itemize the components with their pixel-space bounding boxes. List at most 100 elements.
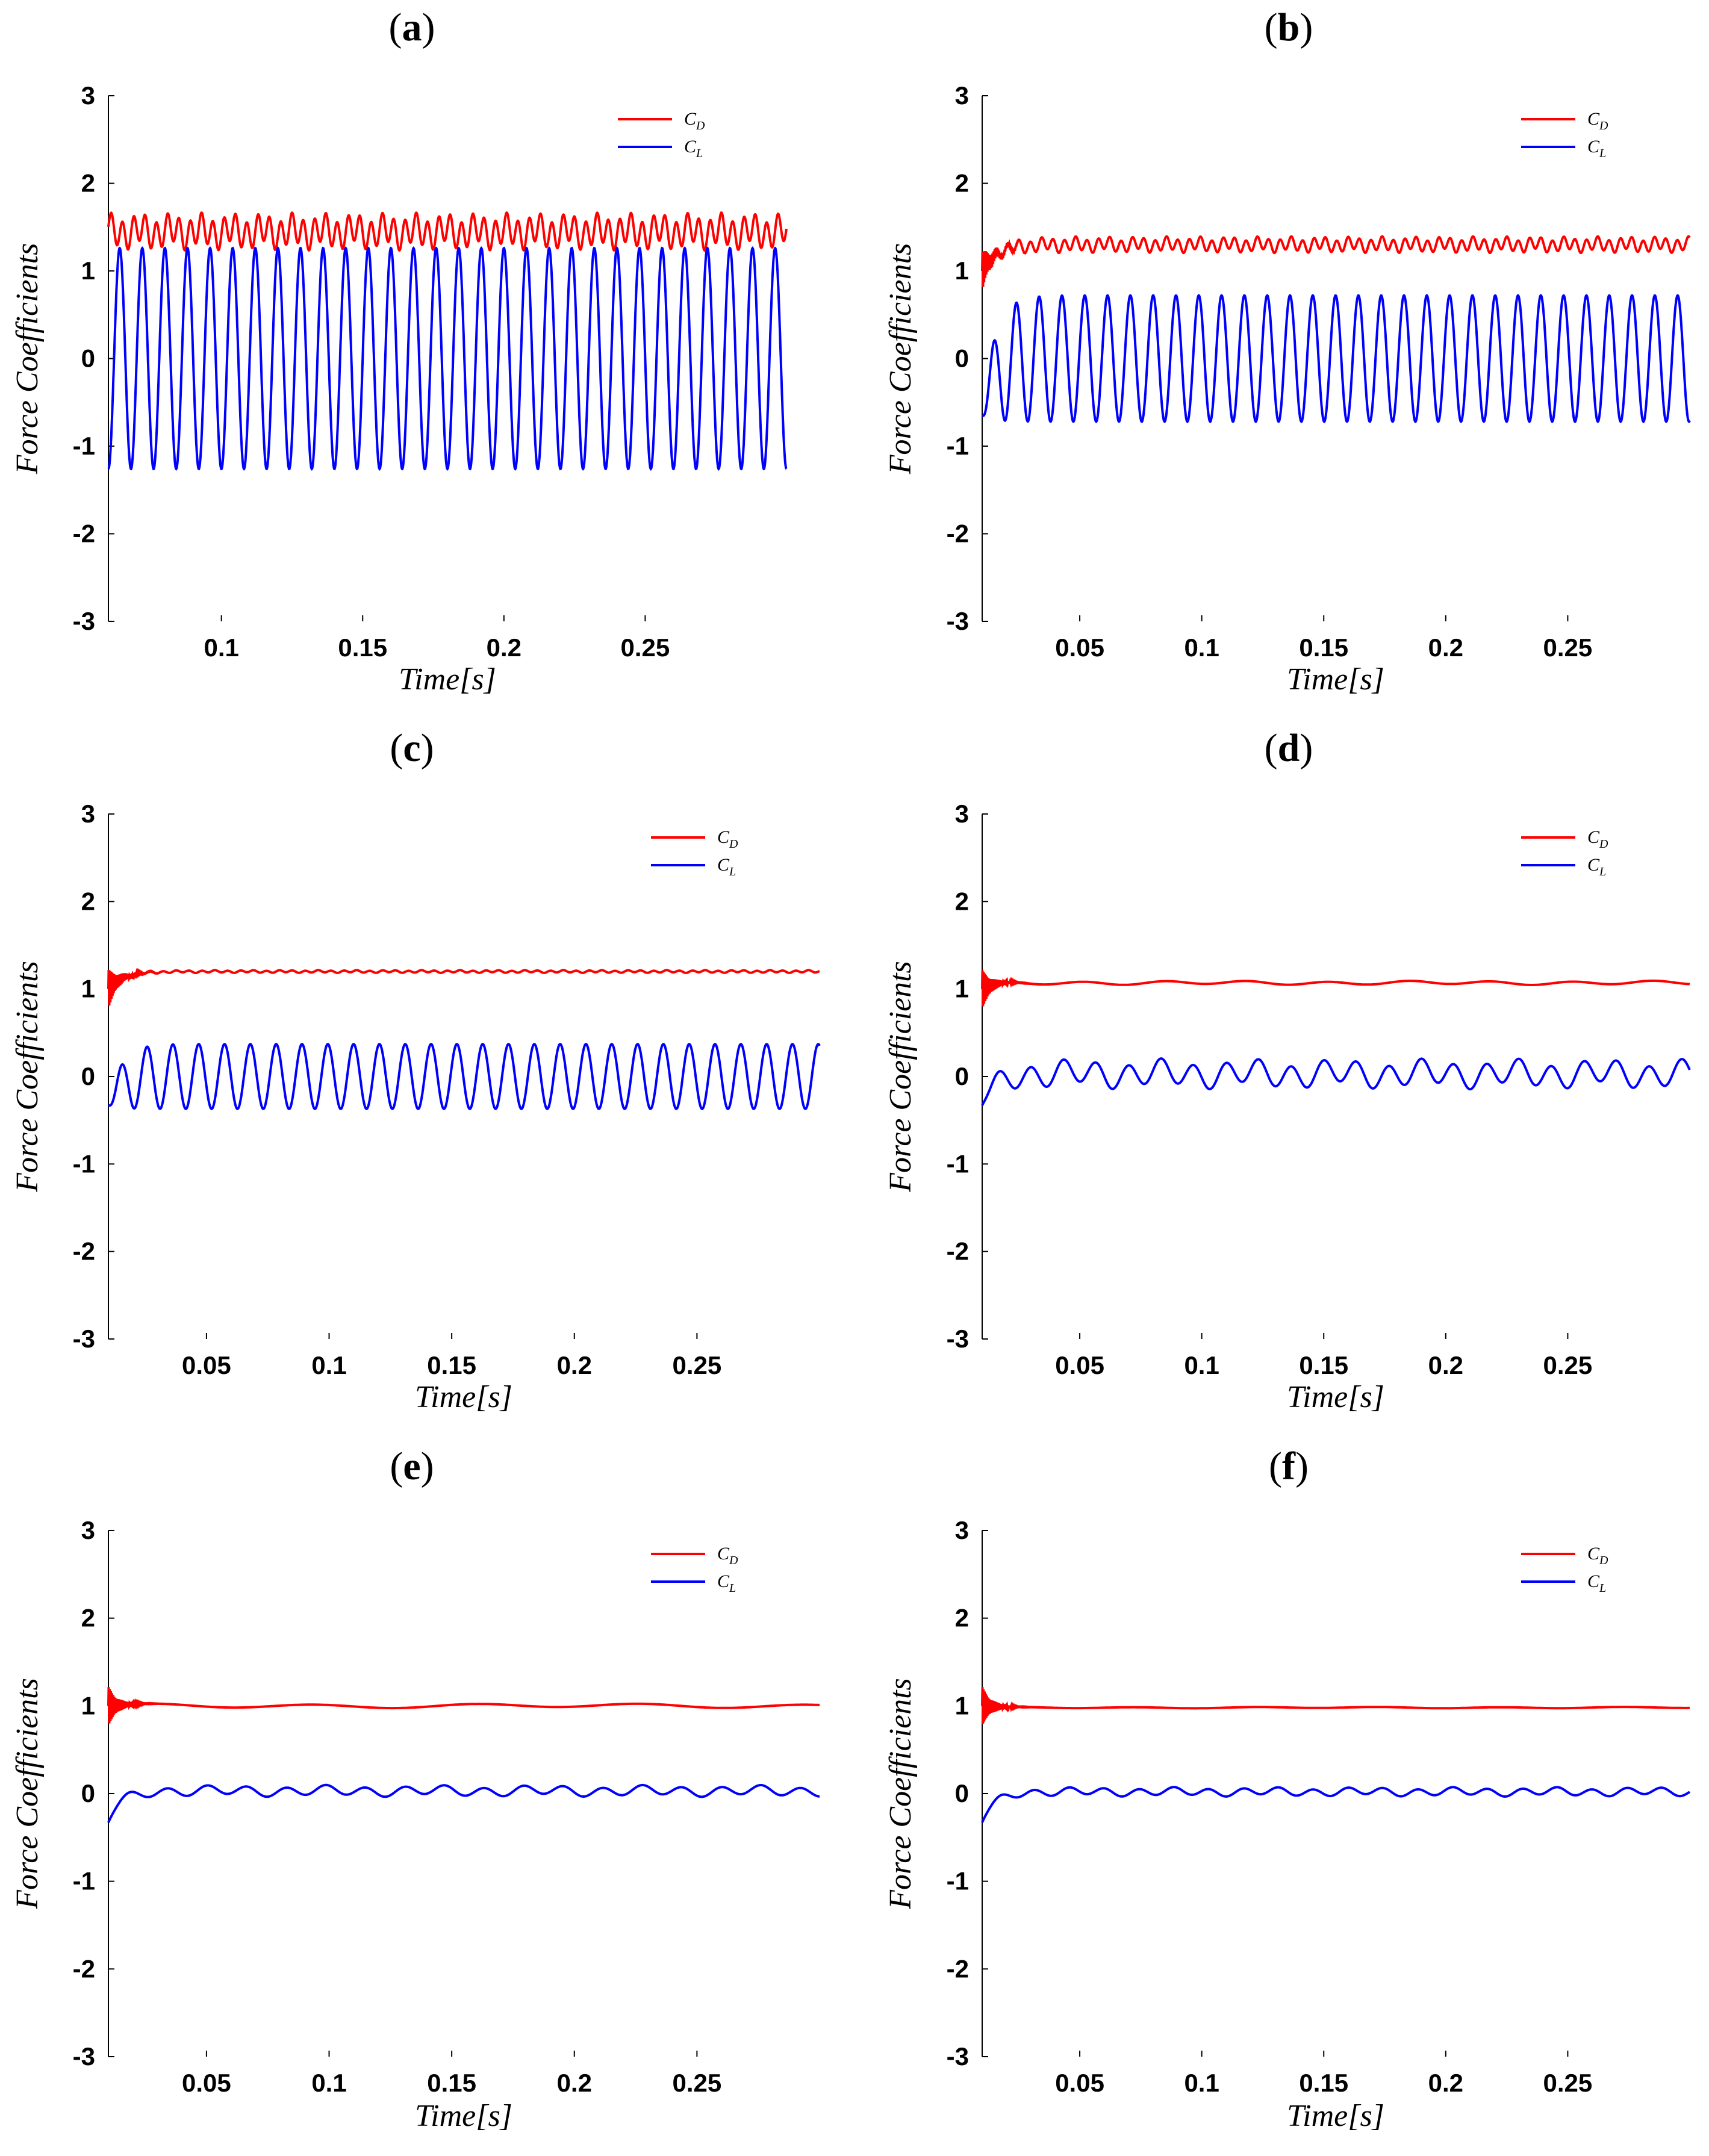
- series-line-cl: [108, 1043, 821, 1110]
- y-tick-label: 1: [955, 256, 969, 285]
- legend-label: CL: [1587, 137, 1606, 160]
- x-tick-label: 0.25: [1543, 1351, 1593, 1379]
- y-tick-label: 0: [81, 1062, 95, 1090]
- y-tick-label: 0: [955, 1062, 969, 1090]
- x-tick-label: 0.25: [673, 1351, 722, 1379]
- x-tick-label: 0.15: [1299, 633, 1348, 662]
- panel-a: (a) 3 2 1 0 -1 -2 -3 0.1 0.15 0.2 0.25 Time[s] Force …: [10, 5, 788, 697]
- y-tick-label: 3: [955, 81, 969, 110]
- y-tick-label: 3: [955, 800, 969, 828]
- x-tick-label: 0.05: [1055, 633, 1104, 662]
- x-tick-label: 0.15: [427, 1351, 476, 1379]
- legend-label: CL: [717, 855, 736, 878]
- y-tick-label: -3: [73, 607, 95, 635]
- panel-letter-value: e: [403, 1444, 420, 1488]
- x-tick-label: 0.15: [1299, 1351, 1348, 1379]
- y-tick-label: 2: [81, 1604, 95, 1632]
- panel-letter-value: a: [402, 5, 422, 49]
- y-tick-label: 0: [955, 344, 969, 373]
- panel-c: (c) 3 2 1 0 -1 -2 -3 0.05 0.1 0.15 0.2 0.25 Time[s] Fo…: [10, 726, 821, 1414]
- x-tick-label: 0.1: [311, 2069, 346, 2097]
- y-tick-label: 0: [81, 1779, 95, 1807]
- y-axis-title: Force Coefficients: [10, 243, 45, 475]
- x-tick-label: 0.25: [621, 633, 670, 662]
- legend-label: CD: [684, 109, 705, 132]
- x-tick-label: 0.1: [204, 633, 238, 662]
- legend-label-subscript: D: [1599, 119, 1608, 132]
- x-tick-label: 0.2: [1428, 633, 1463, 662]
- panel-f: (f) 3 2 1 0 -1 -2 -3 0.05 0.1 0.15 0.2 0.25 Time[s] Fo…: [883, 1444, 1691, 2133]
- y-tick-label: 2: [955, 887, 969, 915]
- panel-letter: (a): [389, 5, 435, 49]
- x-tick-label: 0.15: [1299, 2069, 1348, 2097]
- y-tick-label: 1: [955, 975, 969, 1003]
- x-tick-label: 0.2: [487, 633, 521, 662]
- y-tick-label: -3: [73, 1325, 95, 1353]
- legend-label: CD: [1587, 109, 1608, 132]
- x-tick-label: 0.05: [182, 2069, 231, 2097]
- series-line-cl: [107, 1783, 820, 1823]
- y-tick-label: -1: [73, 1149, 95, 1178]
- y-tick-label: 3: [955, 1516, 969, 1544]
- legend-label: CL: [1587, 855, 1606, 878]
- series-line-cl: [981, 1786, 1691, 1823]
- legend-label-subscript: L: [1599, 147, 1606, 160]
- series-line-cl: [982, 294, 1691, 423]
- panel-letter-value: c: [403, 726, 420, 770]
- panel-d: (d) 3 2 1 0 -1 -2 -3 0.05 0.1 0.15 0.2 0.25 Time[s] Fo…: [883, 726, 1691, 1414]
- series-line-cl: [981, 1057, 1691, 1106]
- x-tick-label: 0.1: [1184, 2069, 1219, 2097]
- y-tick-label: -3: [947, 2042, 969, 2071]
- panel-letter-value: d: [1278, 726, 1300, 770]
- x-axis-title: Time[s]: [415, 2099, 512, 2133]
- x-tick-label: 0.05: [1055, 2069, 1104, 2097]
- x-tick-label: 0.15: [427, 2069, 476, 2097]
- y-tick-label: -1: [73, 432, 95, 460]
- legend-label: CL: [1587, 1571, 1606, 1595]
- x-tick-label: 0.25: [1543, 2069, 1593, 2097]
- y-tick-label: 1: [81, 256, 95, 285]
- legend-label-subscript: L: [1599, 865, 1606, 878]
- y-tick-label: -1: [73, 1867, 95, 1895]
- x-tick-label: 0.2: [557, 1351, 592, 1379]
- y-axis-title: Force Coefficients: [10, 1678, 45, 1910]
- x-tick-label: 0.25: [673, 2069, 722, 2097]
- y-tick-label: -2: [73, 1954, 95, 1983]
- panel-letter: (e): [390, 1444, 434, 1488]
- x-tick-label: 0.2: [557, 2069, 592, 2097]
- panel-letter: (d): [1265, 726, 1313, 770]
- legend-label-subscript: D: [729, 837, 738, 851]
- x-tick-label: 0.1: [1184, 1351, 1219, 1379]
- y-tick-label: 3: [81, 800, 95, 828]
- y-tick-label: 0: [955, 1779, 969, 1807]
- panel-letter-value: b: [1278, 5, 1300, 49]
- series-line-cd: [981, 970, 1690, 1007]
- panel-letter-value: f: [1282, 1444, 1296, 1488]
- x-tick-label: 0.2: [1428, 1351, 1463, 1379]
- y-tick-label: 3: [81, 1516, 95, 1544]
- y-tick-label: -3: [73, 2042, 95, 2071]
- series-line-cd: [107, 1687, 820, 1724]
- legend-label: CD: [1587, 827, 1608, 851]
- legend-label: CL: [684, 137, 703, 160]
- y-tick-label: -1: [947, 1867, 969, 1895]
- y-axis-title: Force Coefficients: [10, 961, 45, 1193]
- y-tick-label: 0: [81, 344, 95, 373]
- y-tick-label: -2: [947, 1237, 969, 1266]
- x-axis-title: Time[s]: [1287, 662, 1384, 697]
- y-tick-label: 3: [81, 81, 95, 110]
- y-axis-title: Force Coefficients: [883, 1678, 918, 1910]
- panel-letter: (f): [1269, 1444, 1309, 1488]
- panel-letter: (b): [1265, 5, 1313, 49]
- y-axis-title: Force Coefficients: [883, 961, 918, 1193]
- x-axis-title: Time[s]: [415, 1380, 512, 1414]
- x-tick-label: 0.2: [1428, 2069, 1463, 2097]
- legend-label: CD: [717, 1544, 738, 1567]
- legend-label: CD: [717, 827, 738, 851]
- y-tick-label: 1: [81, 975, 95, 1003]
- legend-label-subscript: L: [729, 1582, 736, 1595]
- legend-label-subscript: D: [729, 1554, 738, 1567]
- x-tick-label: 0.25: [1543, 633, 1593, 662]
- legend-label-subscript: D: [1599, 837, 1608, 851]
